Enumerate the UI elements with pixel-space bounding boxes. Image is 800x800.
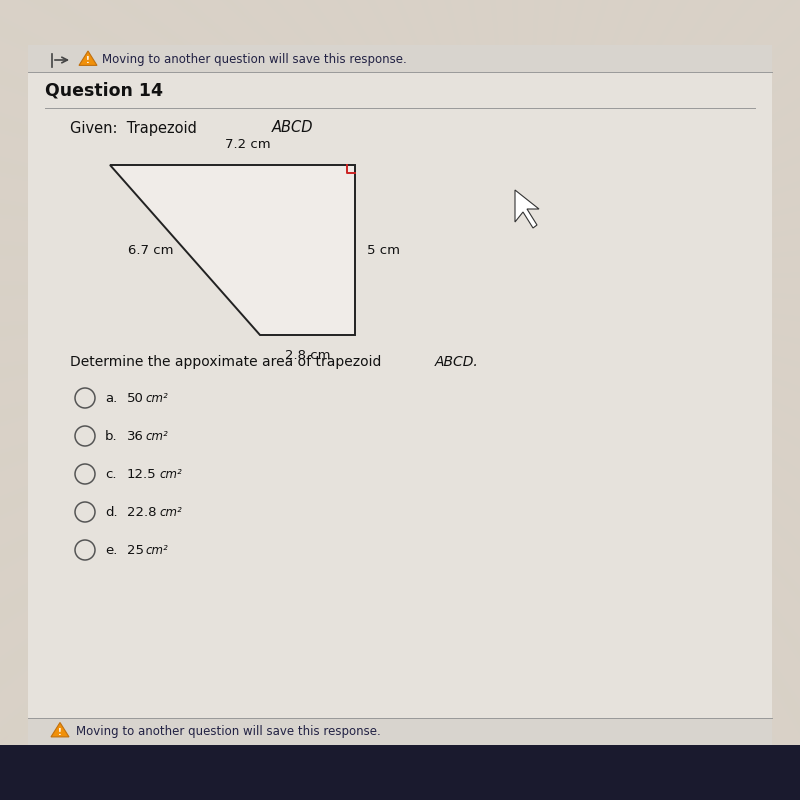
Text: d.: d. (105, 506, 118, 518)
Text: cm²: cm² (146, 543, 168, 557)
Text: Moving to another question will save this response.: Moving to another question will save thi… (102, 54, 406, 66)
Text: 12.5: 12.5 (127, 467, 157, 481)
Text: !: ! (86, 56, 90, 66)
FancyBboxPatch shape (28, 45, 772, 72)
Text: e.: e. (105, 543, 118, 557)
Text: b.: b. (105, 430, 118, 442)
Text: !: ! (58, 728, 62, 737)
Polygon shape (51, 722, 69, 737)
Text: ABCD: ABCD (272, 121, 314, 135)
FancyBboxPatch shape (28, 45, 772, 745)
Text: 22.8: 22.8 (127, 506, 157, 518)
Text: 6.7 cm: 6.7 cm (127, 243, 173, 257)
Text: Determine the appoximate area of trapezoid: Determine the appoximate area of trapezo… (70, 355, 386, 369)
Text: Moving to another question will save this response.: Moving to another question will save thi… (76, 725, 381, 738)
Text: a.: a. (105, 391, 118, 405)
Polygon shape (79, 51, 97, 66)
Text: 50: 50 (127, 391, 144, 405)
Polygon shape (110, 165, 355, 335)
Text: Given:  Trapezoid: Given: Trapezoid (70, 121, 202, 135)
Text: cm²: cm² (160, 506, 182, 518)
Text: cm²: cm² (146, 430, 168, 442)
Text: cm²: cm² (146, 391, 168, 405)
Text: 5 cm: 5 cm (367, 243, 400, 257)
Text: c.: c. (105, 467, 117, 481)
Polygon shape (515, 190, 539, 228)
Text: Question 14: Question 14 (45, 81, 163, 99)
Text: ABCD.: ABCD. (435, 355, 478, 369)
Text: cm²: cm² (160, 467, 182, 481)
FancyBboxPatch shape (0, 745, 800, 800)
Text: 7.2 cm: 7.2 cm (225, 138, 270, 151)
FancyBboxPatch shape (28, 718, 772, 745)
Text: 25: 25 (127, 543, 144, 557)
Text: 2.8 cm: 2.8 cm (285, 349, 330, 362)
Text: 36: 36 (127, 430, 144, 442)
